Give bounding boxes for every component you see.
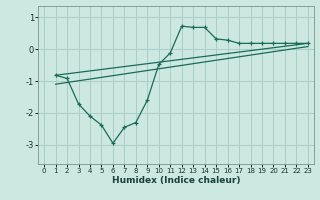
X-axis label: Humidex (Indice chaleur): Humidex (Indice chaleur)	[112, 176, 240, 185]
